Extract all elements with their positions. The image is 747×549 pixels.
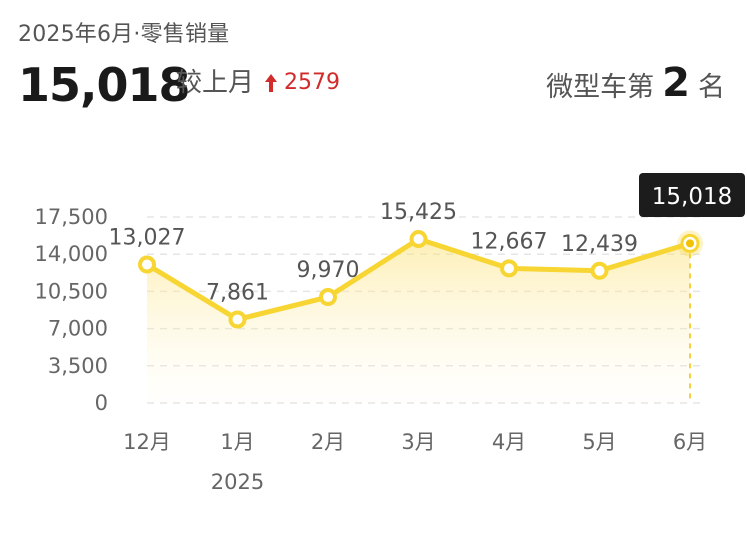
data-point — [319, 288, 337, 307]
arrow-up-icon — [265, 74, 278, 92]
data-point — [409, 230, 428, 249]
data-label: 12,667 — [471, 229, 548, 254]
data-label: 12,439 — [561, 232, 638, 257]
data-label: 13,027 — [109, 226, 186, 251]
period-subtitle: 2025年6月·零售销量 — [18, 22, 230, 47]
highlight-tooltip-label: 15,018 — [652, 184, 732, 210]
data-point — [590, 261, 609, 280]
x-tick-label: 2月 — [311, 430, 345, 454]
x-year-label: 2025 — [211, 470, 264, 494]
x-tick-label: 6月 — [673, 430, 707, 454]
y-tick-label: 17,500 — [35, 205, 108, 229]
data-point — [500, 259, 518, 278]
x-tick-label: 3月 — [401, 430, 435, 454]
y-tick-label: 10,500 — [35, 279, 108, 303]
data-label: 7,861 — [206, 280, 269, 305]
x-tick-label: 5月 — [582, 430, 616, 454]
sales-value: 15,018 — [18, 58, 191, 112]
x-tick-label: 12月 — [123, 430, 171, 454]
data-label: 9,970 — [297, 258, 360, 283]
y-tick-label: 14,000 — [35, 242, 108, 266]
rank-number: 2 — [662, 60, 690, 106]
highlight-point-core — [686, 239, 694, 248]
compare-label: 较上月 — [176, 68, 255, 98]
rank-label: 微型车第 — [546, 72, 655, 103]
area-fill — [147, 239, 690, 403]
compare-value: 2579 — [284, 70, 341, 95]
x-tick-label: 4月 — [492, 430, 526, 454]
y-tick-label: 7,000 — [48, 317, 108, 341]
y-tick-label: 3,500 — [48, 354, 108, 378]
data-point — [138, 255, 156, 274]
rank-info: 微型车第 2 名 — [546, 60, 725, 106]
rank-suffix: 名 — [698, 72, 725, 103]
highlight-tooltip-box — [639, 173, 745, 217]
month-compare: 较上月 2579 — [176, 66, 340, 100]
y-tick-label: 0 — [95, 391, 108, 415]
x-tick-label: 1月 — [220, 430, 254, 454]
data-point — [228, 310, 247, 329]
data-label: 15,425 — [380, 200, 457, 225]
